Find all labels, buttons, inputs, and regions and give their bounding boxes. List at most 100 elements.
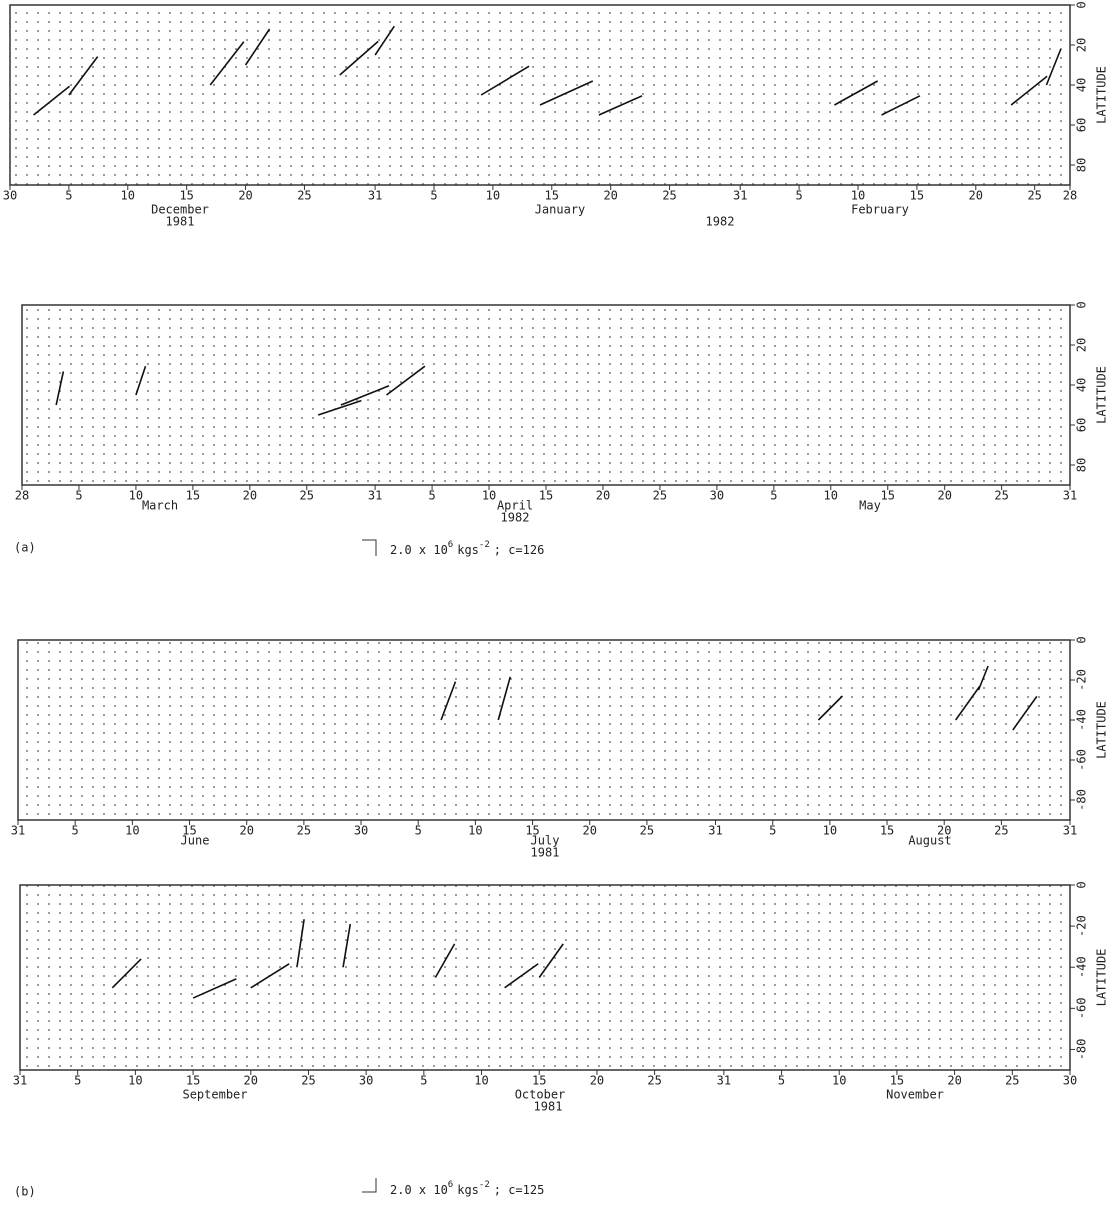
plot-frame: [21, 304, 1071, 486]
x-tick-label: 15: [539, 489, 553, 503]
x-tick-label: 15: [182, 824, 196, 838]
y-tick-label: 20: [1075, 338, 1089, 352]
x-tick-label: 5: [65, 189, 72, 203]
y-tick-label: 60: [1075, 118, 1089, 132]
y-tick-label: 40: [1075, 378, 1089, 392]
year-label: 1981: [534, 1100, 563, 1114]
vector: [817, 695, 844, 721]
vector: [192, 978, 237, 999]
x-tick-label: 25: [653, 489, 667, 503]
month-label: November: [886, 1088, 944, 1102]
y-tick-label: 0: [1075, 1, 1089, 8]
x-tick-label: 31: [733, 189, 747, 203]
vector: [340, 385, 390, 406]
plot-frame: [19, 884, 1071, 1071]
vector: [440, 681, 457, 721]
x-tick-label: 30: [1063, 1074, 1077, 1088]
vector: [386, 365, 426, 396]
legend-text: 2.0 x 10: [390, 1183, 448, 1197]
vector: [598, 95, 643, 116]
legend-text: 6: [448, 1180, 453, 1190]
x-tick-label: 15: [525, 824, 539, 838]
scale-legend: 2.0 x 106 kgs-2 ; c=126: [390, 540, 544, 557]
x-tick-label: 25: [300, 489, 314, 503]
x-tick-label: 31: [368, 189, 382, 203]
vector: [538, 943, 564, 978]
vector: [504, 963, 539, 989]
month-label: June: [181, 834, 210, 848]
x-tick-label: 10: [482, 489, 496, 503]
y-axis-label: LATITUDE: [1095, 66, 1109, 124]
x-tick-label: 25: [640, 824, 654, 838]
vector: [342, 923, 352, 968]
x-tick-label: 5: [778, 1074, 785, 1088]
x-tick-label: 5: [770, 489, 777, 503]
x-tick-label: 30: [354, 824, 368, 838]
vector: [497, 676, 512, 721]
y-tick-label: 40: [1075, 78, 1089, 92]
legend-text: 6: [448, 540, 453, 550]
x-tick-label: 5: [769, 824, 776, 838]
x-tick-label: 25: [994, 824, 1008, 838]
y-tick-label: 0: [1075, 881, 1089, 888]
x-tick-label: 5: [420, 1074, 427, 1088]
month-label: July: [531, 834, 560, 848]
y-tick-label: -60: [1075, 997, 1089, 1019]
legend-text: -2: [479, 540, 490, 550]
x-tick-label: 5: [72, 824, 79, 838]
x-tick-label: 20: [937, 489, 951, 503]
scale-bracket: [362, 1178, 377, 1193]
scale-bracket: [362, 539, 377, 556]
x-tick-label: 15: [532, 1074, 546, 1088]
year-label: 1982: [706, 215, 735, 229]
y-tick-label: 0: [1075, 636, 1089, 643]
x-tick-label: 31: [11, 824, 25, 838]
legend-text: kgs: [457, 543, 479, 557]
year-label: 1982: [501, 511, 530, 525]
month-label: September: [182, 1088, 247, 1102]
y-tick-label: 20: [1075, 38, 1089, 52]
x-tick-label: 10: [474, 1074, 488, 1088]
x-tick-label: 10: [468, 824, 482, 838]
vector: [480, 65, 530, 96]
x-tick-label: 15: [545, 189, 559, 203]
x-tick-label: 31: [368, 489, 382, 503]
vector: [244, 28, 271, 66]
x-tick-label: 15: [890, 1074, 904, 1088]
x-tick-label: 25: [1005, 1074, 1019, 1088]
y-tick-label: -60: [1075, 749, 1089, 771]
x-tick-label: 20: [937, 824, 951, 838]
x-tick-label: 15: [179, 189, 193, 203]
plot-frame: [17, 639, 1071, 821]
x-tick-label: 25: [301, 1074, 315, 1088]
x-tick-label: 20: [596, 489, 610, 503]
x-tick-label: 10: [121, 189, 135, 203]
month-label: April: [497, 499, 533, 513]
x-tick-label: 25: [1027, 189, 1041, 203]
vector: [434, 943, 456, 978]
x-tick-label: 20: [603, 189, 617, 203]
vector: [955, 685, 981, 721]
y-tick-label: 60: [1075, 418, 1089, 432]
x-tick-label: 15: [910, 189, 924, 203]
x-tick-label: 5: [74, 1074, 81, 1088]
vector: [1012, 695, 1038, 731]
x-tick-label: 20: [969, 189, 983, 203]
x-tick-label: 10: [128, 1074, 142, 1088]
x-tick-label: 10: [823, 824, 837, 838]
x-tick-label: 20: [238, 189, 252, 203]
x-tick-label: 20: [583, 824, 597, 838]
x-tick-label: 20: [243, 489, 257, 503]
vector: [209, 41, 245, 86]
y-tick-label: 80: [1075, 458, 1089, 472]
x-tick-label: 10: [851, 189, 865, 203]
legend-text: 2.0 x 10: [390, 543, 448, 557]
x-tick-label: 31: [1063, 824, 1077, 838]
vector: [33, 85, 71, 116]
x-tick-label: 31: [13, 1074, 27, 1088]
y-axis-label: LATITUDE: [1095, 949, 1109, 1007]
legend-text: -2: [479, 1180, 490, 1190]
vector: [55, 371, 65, 406]
scale-legend: 2.0 x 106 kgs-2 ; c=125: [390, 1180, 544, 1197]
x-tick-label: 20: [947, 1074, 961, 1088]
